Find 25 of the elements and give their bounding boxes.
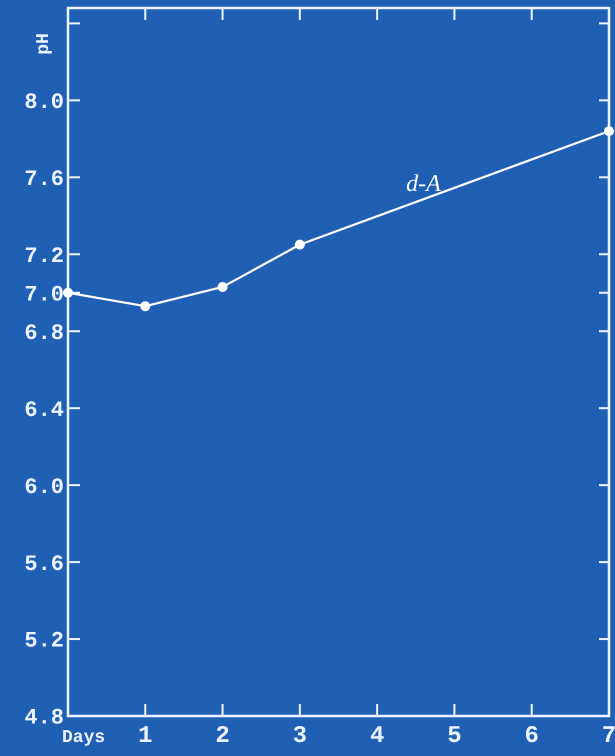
x-tick-label: 7 (602, 723, 615, 750)
point (218, 282, 228, 292)
point (63, 288, 73, 298)
x-tick-label: 4 (370, 723, 384, 750)
x-tick-label: 3 (292, 723, 308, 750)
y-tick-label: 6.0 (24, 474, 64, 500)
series-label: d-A (406, 171, 442, 198)
y-tick-label: 7.2 (24, 244, 64, 269)
x-tick-label: 1 (138, 723, 152, 750)
point (140, 301, 150, 312)
y-tick-label: 4.8 (24, 706, 64, 731)
x-axis-title: Days (62, 728, 106, 748)
x-tick-label: 6 (524, 723, 539, 750)
point (294, 240, 305, 250)
point (604, 126, 614, 136)
y-tick-label: 6.8 (24, 320, 64, 346)
y-tick-label: 5.6 (24, 552, 64, 577)
y-tick-label: 8.0 (24, 90, 64, 116)
x-tick-label: 2 (215, 723, 230, 750)
y-tick-label: 5.2 (24, 628, 64, 654)
y-tick-label: 7.6 (24, 167, 64, 192)
y-tick-label: 7.0 (24, 282, 64, 308)
x-tick-label: 5 (447, 723, 462, 750)
y-axis-title: pH (34, 33, 54, 55)
y-tick-label: 6.4 (24, 398, 64, 423)
